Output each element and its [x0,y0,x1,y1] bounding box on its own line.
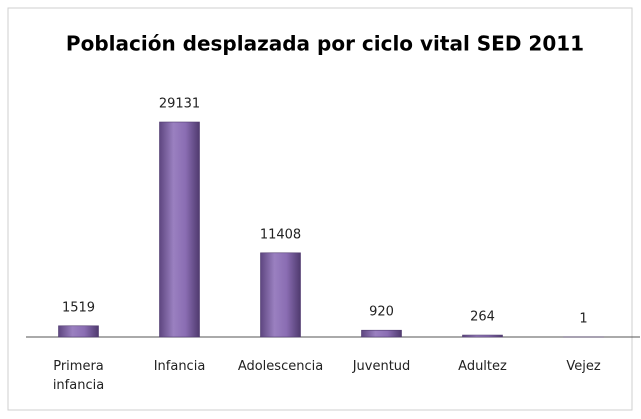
value-label: 11408 [260,227,301,242]
x-tick-label: Primera infancia [52,359,105,393]
value-label: 1519 [62,300,95,315]
value-label: 264 [470,310,495,325]
bar [58,325,99,338]
x-tick-label: Juventud [352,359,411,374]
x-tick-label: Vejez [566,359,601,374]
x-tick-label: Adultez [458,359,507,374]
chart-frame [7,7,633,411]
x-tick-label: Infancia [153,359,206,374]
bar [159,121,200,338]
value-label: 29131 [159,97,200,112]
chart-title: Población desplazada por ciclo vital SED… [66,32,584,56]
value-label: 920 [369,305,394,320]
bar [361,329,402,338]
value-label: 1 [579,311,587,326]
x-tick-label: Adolescencia [237,359,324,374]
bar [462,334,503,338]
bar [260,252,301,338]
